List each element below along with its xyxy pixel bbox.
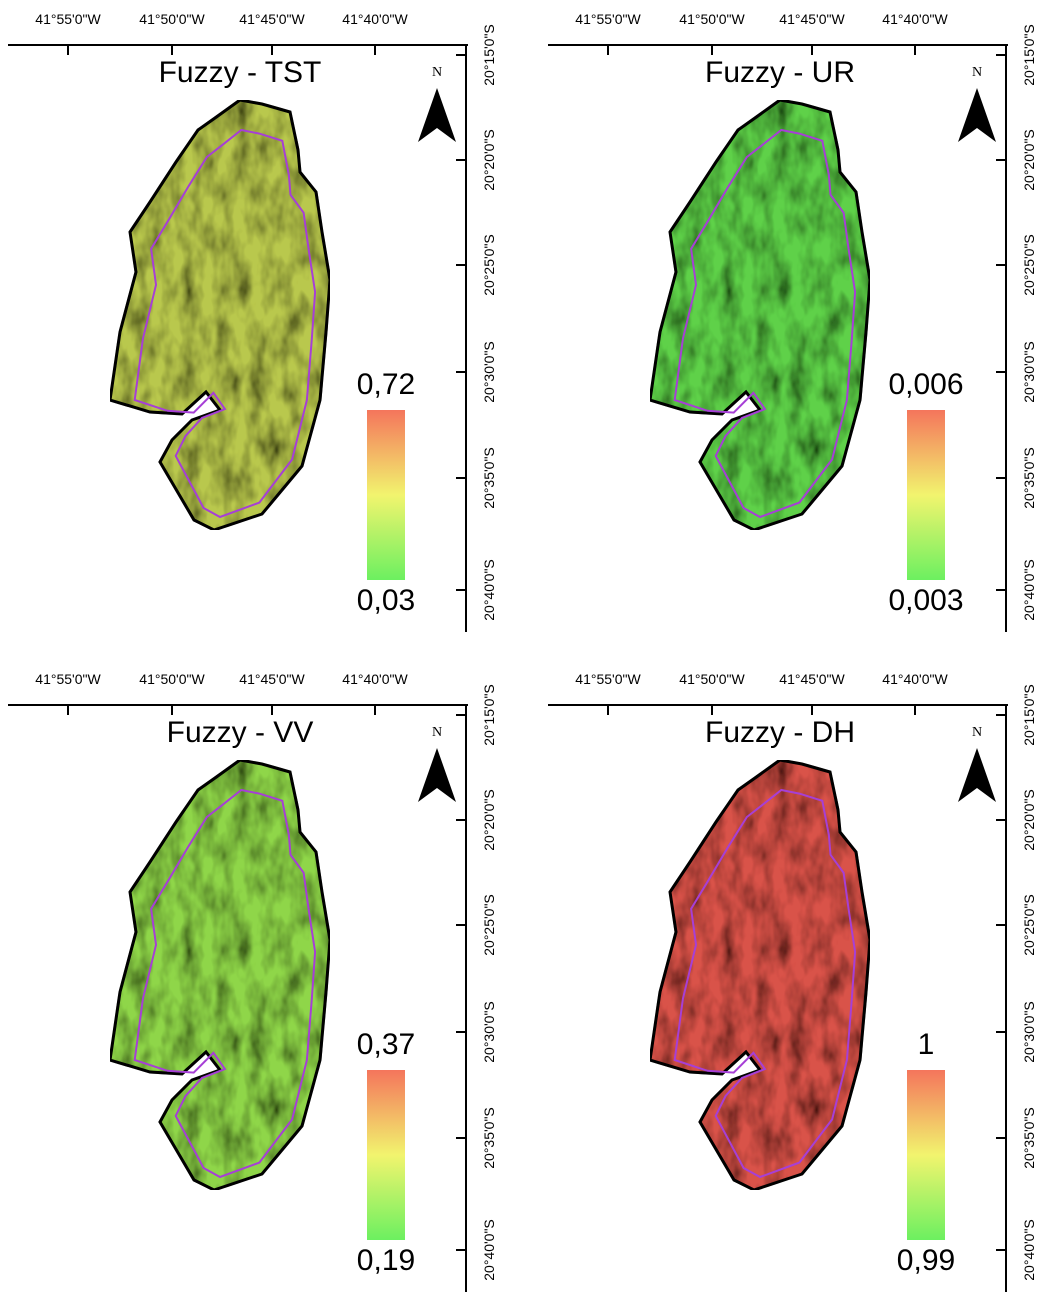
lat-tick-label: 20°15'0"S xyxy=(481,684,497,746)
legend-max: 0,72 xyxy=(357,368,415,401)
lon-tick-label: 41°40'0"W xyxy=(342,11,408,27)
lat-tick-label: 20°25'0"S xyxy=(481,894,497,956)
legend-min: 0,19 xyxy=(357,1244,415,1277)
lat-tick-label: 20°40'0"S xyxy=(1021,559,1037,621)
north-label: N xyxy=(972,725,982,740)
legend-max: 0,37 xyxy=(357,1028,415,1061)
legend-min: 0,003 xyxy=(888,584,963,617)
lon-tick-label: 41°50'0"W xyxy=(139,671,205,687)
lat-tick-label: 20°30'0"S xyxy=(481,1001,497,1063)
north-arrow xyxy=(418,88,456,142)
lon-tick-label: 41°40'0"W xyxy=(882,11,948,27)
lat-tick-label: 20°15'0"S xyxy=(1021,24,1037,86)
lat-tick-label: 20°20'0"S xyxy=(1021,789,1037,851)
map-title: Fuzzy - TST xyxy=(159,56,322,89)
lat-tick-label: 20°15'0"S xyxy=(1021,684,1037,746)
map-panel: 41°55'0"W 41°50'0"W 41°45'0"W 41°40'0"W 20°1… xyxy=(548,671,1037,1292)
lat-tick-label: 20°40'0"S xyxy=(481,559,497,621)
legend-max: 0,006 xyxy=(888,368,963,401)
lat-tick-label: 20°35'0"S xyxy=(481,1107,497,1169)
legend-bar xyxy=(367,1070,405,1240)
lat-tick-label: 20°25'0"S xyxy=(1021,234,1037,296)
map-panel: 41°55'0"W 41°50'0"W 41°45'0"W 41°40'0"W 20°1… xyxy=(8,11,497,632)
lat-tick-label: 20°30'0"S xyxy=(1021,341,1037,403)
lat-tick-label: 20°35'0"S xyxy=(481,447,497,509)
legend-max: 1 xyxy=(918,1028,935,1061)
map-title: Fuzzy - UR xyxy=(705,56,855,89)
lon-tick-label: 41°45'0"W xyxy=(779,11,845,27)
legend-min: 0,99 xyxy=(897,1244,955,1277)
lon-tick-label: 41°40'0"W xyxy=(882,671,948,687)
north-arrow xyxy=(418,748,456,802)
study-area xyxy=(110,760,330,1190)
lat-tick-label: 20°30'0"S xyxy=(481,341,497,403)
lon-tick-label: 41°55'0"W xyxy=(575,11,641,27)
lon-tick-label: 41°45'0"W xyxy=(779,671,845,687)
map-panel: 41°55'0"W 41°50'0"W 41°45'0"W 41°40'0"W 20°1… xyxy=(548,11,1037,632)
lon-tick-label: 41°40'0"W xyxy=(342,671,408,687)
lon-tick-label: 41°55'0"W xyxy=(575,671,641,687)
lon-tick-label: 41°55'0"W xyxy=(35,11,101,27)
north-arrow xyxy=(958,88,996,142)
lat-tick-label: 20°20'0"S xyxy=(481,789,497,851)
lon-tick-label: 41°50'0"W xyxy=(679,671,745,687)
study-area xyxy=(650,760,870,1190)
north-arrow xyxy=(958,748,996,802)
study-area xyxy=(650,100,870,530)
study-area xyxy=(110,100,330,530)
lat-tick-label: 20°25'0"S xyxy=(1021,894,1037,956)
map-title: Fuzzy - DH xyxy=(705,716,855,749)
lon-tick-label: 41°45'0"W xyxy=(239,11,305,27)
lon-tick-label: 41°50'0"W xyxy=(679,11,745,27)
legend-bar xyxy=(907,1070,945,1240)
lat-tick-label: 20°20'0"S xyxy=(481,129,497,191)
map-title: Fuzzy - VV xyxy=(167,716,314,749)
lon-tick-label: 41°55'0"W xyxy=(35,671,101,687)
lon-tick-label: 41°50'0"W xyxy=(139,11,205,27)
lat-tick-label: 20°30'0"S xyxy=(1021,1001,1037,1063)
figure: 41°55'0"W 41°50'0"W 41°45'0"W 41°40'0"W 20°1… xyxy=(0,0,1042,1292)
lat-tick-label: 20°20'0"S xyxy=(1021,129,1037,191)
lat-tick-label: 20°25'0"S xyxy=(481,234,497,296)
north-label: N xyxy=(432,65,442,80)
lat-tick-label: 20°15'0"S xyxy=(481,24,497,86)
north-label: N xyxy=(972,65,982,80)
lat-tick-label: 20°35'0"S xyxy=(1021,1107,1037,1169)
legend-min: 0,03 xyxy=(357,584,415,617)
legend-bar xyxy=(907,410,945,580)
north-label: N xyxy=(432,725,442,740)
lon-tick-label: 41°45'0"W xyxy=(239,671,305,687)
lat-tick-label: 20°35'0"S xyxy=(1021,447,1037,509)
map-panel: 41°55'0"W 41°50'0"W 41°45'0"W 41°40'0"W 20°1… xyxy=(8,671,497,1292)
legend-bar xyxy=(367,410,405,580)
lat-tick-label: 20°40'0"S xyxy=(1021,1219,1037,1281)
lat-tick-label: 20°40'0"S xyxy=(481,1219,497,1281)
